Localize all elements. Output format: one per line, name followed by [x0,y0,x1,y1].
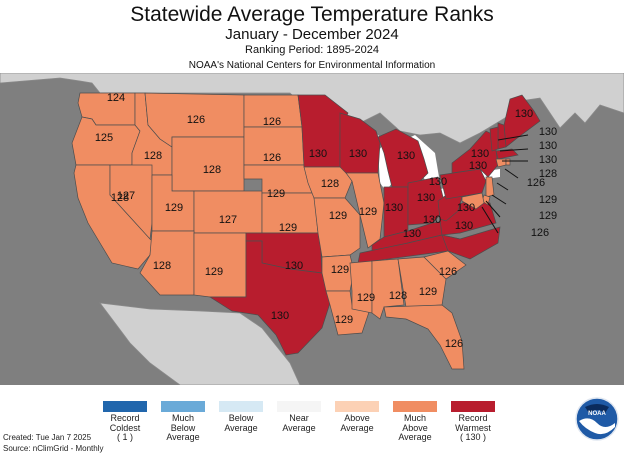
data-source: Source: nClimGrid - Monthly [3,444,104,453]
state-va [439,196,497,236]
state-la [325,290,371,336]
state-ri [505,158,511,166]
rank-label-mt: 126 [187,114,205,126]
rank-label-or: 125 [95,132,113,144]
rank-label-md: 126 [531,227,549,239]
mexico-landmass [99,302,301,385]
rank-label-wy: 128 [203,164,221,176]
map-subtitle: January - December 2024 [225,26,399,43]
rank-label-mo: 129 [329,210,347,222]
legend-label: Much Above Average [398,413,432,442]
legend-swatch [335,401,379,412]
state-oh [407,176,447,226]
state-wi [339,112,381,174]
rank-label-nj: 129 [539,194,557,206]
rank-label-az: 128 [153,260,171,272]
rank-label-ia: 128 [321,178,339,190]
rank-label-ms: 129 [357,292,375,304]
state-sc [423,250,467,280]
legend-label: Record Warmest( 130 ) [455,413,491,442]
rank-label-ma: 130 [539,154,557,166]
rank-label-ny: 130 [471,148,489,160]
legend-swatch [393,401,437,412]
rank-label-wi: 130 [349,148,367,160]
state-co [193,190,263,234]
ranking-period: Ranking Period: 1895-2024 [245,44,379,56]
rank-label-co: 127 [219,214,237,226]
legend-swatch [103,401,147,412]
rank-label-ky: 130 [403,228,421,240]
rank-label-tn: 130 [423,214,441,226]
rank-label-mn: 130 [309,148,327,160]
legend-swatch [219,401,263,412]
legend-label: Above Average [340,413,374,433]
rank-label-sd: 126 [263,152,281,164]
legend-label: Near Average [282,413,316,433]
rank-label-id: 128 [144,150,162,162]
rank-label-nm: 129 [205,266,223,278]
state-mi [377,128,429,188]
legend-swatch [451,401,495,412]
rank-label-al: 128 [389,290,407,302]
rank-label-nh: 130 [539,126,557,138]
state-tx [208,240,331,356]
rank-label-ne: 129 [267,188,285,200]
rank-label-ok: 130 [285,260,303,272]
rank-label-ct: 128 [539,168,557,180]
rank-label-vt: 130 [539,140,557,152]
created-date: Created: Tue Jan 7 2025 [3,433,92,442]
rank-label-ks: 129 [279,222,297,234]
state-nj [485,176,495,198]
rank-label-wv: 130 [429,176,447,188]
noaa-logo: NOAA [575,397,619,441]
state-mo [313,197,361,258]
rank-label-va: 130 [457,202,475,214]
rank-label-oh: 130 [417,192,435,204]
leader-lines [481,134,529,234]
legend: Record Coldest( 1 ) Much Below Average Below A… [95,401,505,456]
credit-line: NOAA's National Centers for Environmenta… [188,60,436,71]
rank-label-mi: 130 [397,150,415,162]
legend-swatch [161,401,205,412]
state-az [139,230,195,296]
rank-label-pa: 130 [469,160,487,172]
state-nm [193,232,247,298]
rank-label-la: 129 [335,314,353,326]
noaa-logo-text: NOAA [588,411,606,417]
rank-label-ca: 128 [111,192,129,204]
rank-label-tx: 130 [271,310,289,322]
state-nc [441,226,501,260]
legend-label: Below Average [224,413,258,433]
state-ma [495,148,519,160]
rank-label-nd: 126 [263,116,281,128]
rank-label-ri: 126 [527,177,545,189]
rank-label-il: 129 [359,206,377,218]
rank-label-wa: 124 [107,92,125,104]
state-ms [349,260,373,314]
state-ga [397,256,447,308]
state-nv [109,164,153,240]
state-fl [383,304,465,370]
rank-label-ar: 129 [331,264,349,276]
legend-swatch [277,401,321,412]
rank-label-de: 129 [539,210,557,222]
rank-label-me: 130 [515,108,533,120]
rank-label-ga: 129 [419,286,437,298]
map-title: Statewide Average Temperature Ranks [130,3,494,26]
rank-label-nv: 127 [117,190,135,202]
rank-label-fl: 126 [445,338,463,350]
rank-label-nc: 130 [455,220,473,232]
legend-label: Much Below Average [166,413,200,442]
state-md [461,192,485,210]
state-me [503,94,541,148]
rank-label-sc: 126 [439,266,457,278]
rank-label-in: 130 [385,202,403,214]
state-vt [489,126,499,152]
rank-label-ut: 129 [165,202,183,214]
legend-label: Record Coldest( 1 ) [109,413,141,442]
